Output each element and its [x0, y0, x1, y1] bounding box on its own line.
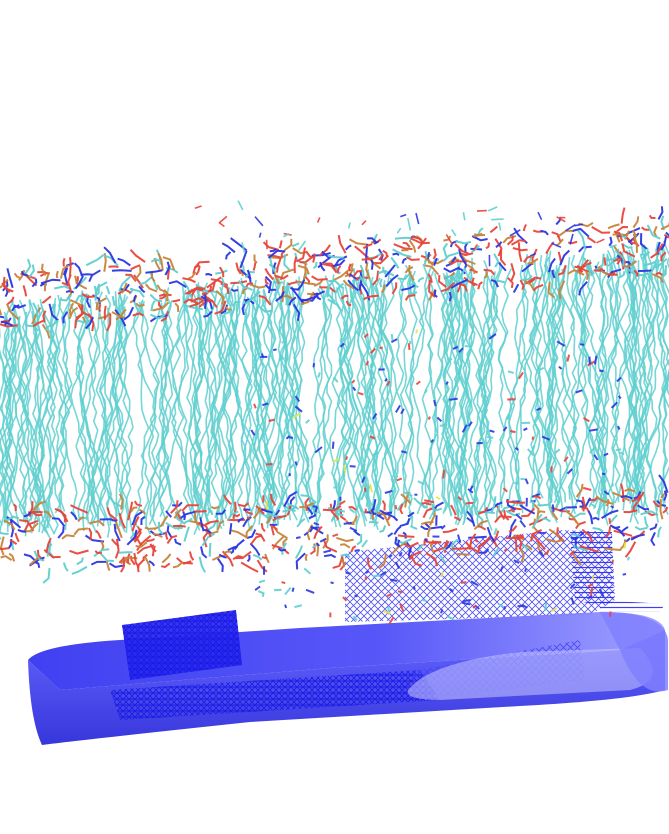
lipid-bilayer — [0, 200, 669, 625]
protein-surface-mesh — [28, 530, 668, 745]
